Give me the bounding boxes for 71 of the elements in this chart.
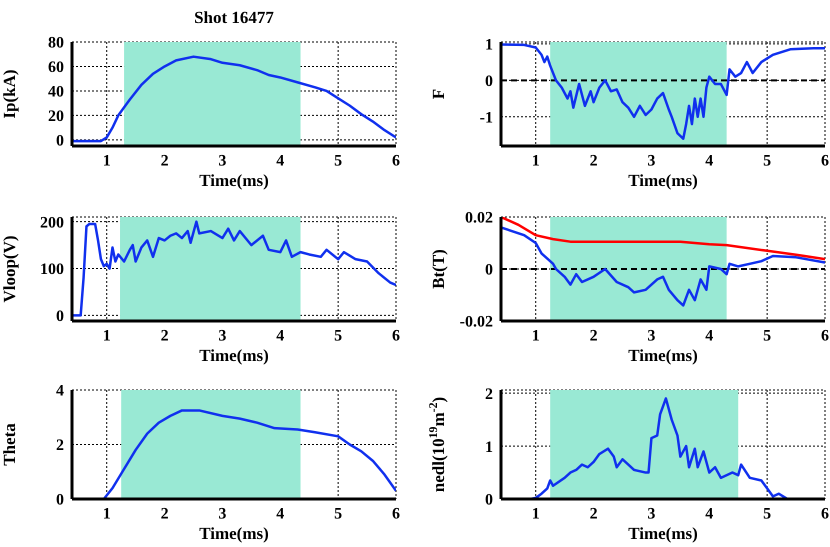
x-tick-label: 1 (102, 327, 111, 344)
line-series (72, 55, 396, 142)
y-tick-label: 60 (48, 59, 64, 76)
y-tick-label: 4 (56, 382, 64, 400)
x-tick-label: 3 (218, 152, 226, 170)
x-tick-label: 1 (532, 327, 540, 344)
y-axis-title: Theta (0, 422, 19, 466)
x-tick-label: 6 (821, 505, 829, 522)
y-tick-label: 1 (485, 36, 493, 54)
x-tick-label: 4 (705, 152, 714, 170)
x-tick-label: 3 (647, 152, 656, 170)
x-tick-label: 3 (218, 505, 226, 522)
x-tick-label: 5 (334, 505, 342, 522)
x-tick-label: 4 (276, 505, 284, 522)
x-axis-title: Time(ms) (628, 524, 698, 543)
line-series (501, 226, 825, 307)
y-tick-label: 0 (485, 262, 493, 279)
x-tick-label: 6 (821, 152, 829, 170)
x-tick-label: 5 (763, 152, 772, 170)
y-tick-label: 0 (56, 308, 64, 326)
y-tick-label: 0 (56, 492, 64, 509)
y-axis-title: Vloop(V) (0, 235, 19, 303)
x-tick-label: 3 (218, 327, 226, 344)
y-axis-title: Bt(T) (429, 249, 448, 289)
x-tick-label: 4 (705, 505, 714, 522)
y-tick-label: 2 (485, 386, 493, 403)
x-tick-label: 3 (647, 327, 656, 344)
x-tick-label: 2 (160, 505, 169, 522)
x-tick-label: 6 (392, 327, 400, 344)
x-axis-title: Time(ms) (628, 171, 698, 190)
line-series (72, 220, 396, 317)
x-tick-label: 2 (160, 327, 169, 344)
x-tick-label: 4 (705, 327, 714, 344)
x-tick-label: 1 (102, 152, 111, 170)
y-tick-label: -0.02 (460, 314, 493, 331)
chart-title: Shot 16477 (193, 8, 275, 28)
x-tick-label: 5 (334, 152, 342, 170)
y-tick-label: 0 (485, 492, 493, 509)
y-tick-label: -1 (480, 109, 493, 126)
y-tick-label: 1 (485, 438, 493, 456)
x-tick-label: 2 (590, 327, 598, 344)
y-tick-label: 0 (56, 132, 64, 150)
y-tick-label: 80 (48, 34, 64, 52)
x-tick-label: 4 (276, 327, 284, 344)
y-tick-label: 200 (40, 214, 64, 232)
x-tick-label: 5 (763, 505, 772, 522)
x-tick-label: 1 (532, 505, 540, 522)
y-tick-label: 100 (40, 261, 64, 278)
y-tick-label: 0.02 (465, 210, 493, 227)
x-tick-label: 5 (334, 327, 342, 344)
x-tick-label: 4 (276, 152, 284, 170)
x-tick-label: 6 (821, 327, 829, 344)
x-tick-label: 6 (392, 152, 400, 170)
x-tick-label: 5 (763, 327, 772, 344)
x-tick-label: 6 (392, 505, 400, 522)
y-axis-title: Ip(kA) (0, 69, 19, 119)
x-tick-label: 1 (102, 505, 111, 522)
x-tick-label: 2 (160, 152, 169, 170)
x-axis-title: Time(ms) (199, 524, 269, 543)
x-axis-title: Time(ms) (199, 171, 269, 190)
x-axis-title: Time(ms) (199, 346, 269, 365)
y-tick-label: 20 (48, 108, 64, 126)
y-tick-label: 0 (485, 72, 493, 90)
y-axis-title: F (429, 88, 448, 100)
y-tick-label: 40 (48, 84, 64, 101)
x-tick-label: 2 (590, 505, 598, 522)
x-tick-label: 3 (647, 505, 656, 522)
x-tick-label: 2 (590, 152, 598, 170)
x-axis-title: Time(ms) (628, 346, 698, 365)
x-tick-label: 1 (532, 152, 540, 170)
y-tick-label: 2 (56, 437, 64, 454)
